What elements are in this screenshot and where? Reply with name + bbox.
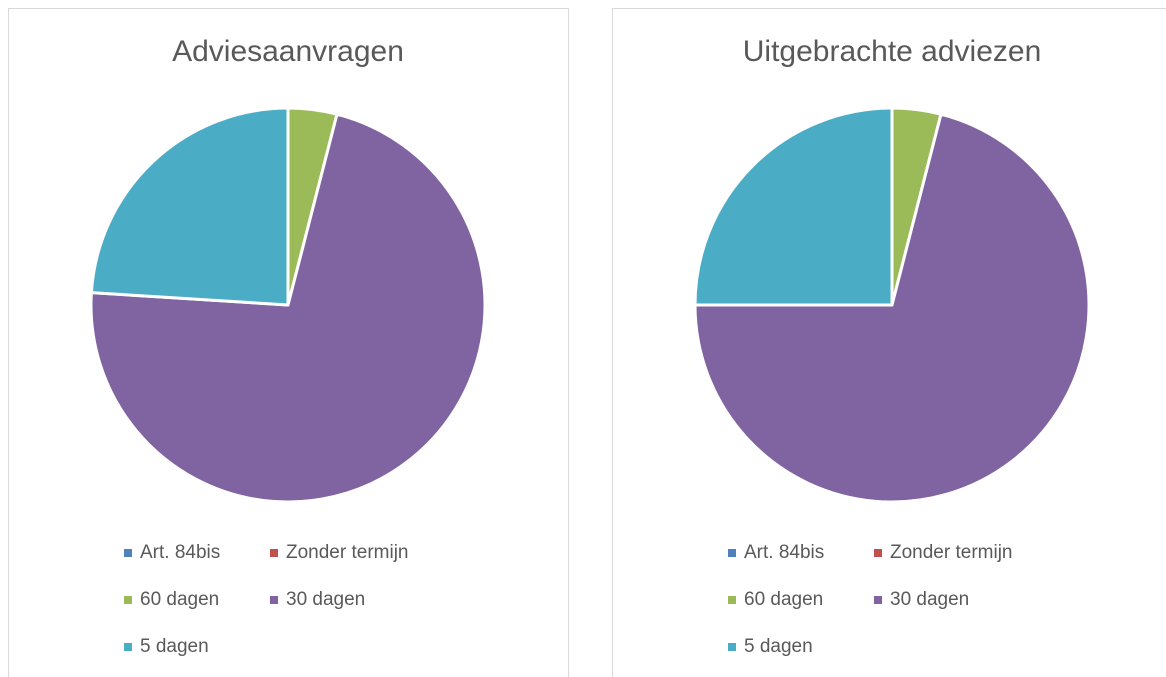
legend-swatch — [124, 596, 132, 604]
chart-title: Uitgebrachte adviezen — [743, 35, 1042, 68]
legend-label: 5 dagen — [140, 636, 209, 657]
legend-label: Zonder termijn — [286, 542, 409, 563]
pie-slice — [89, 106, 290, 307]
legend-swatch — [270, 549, 278, 557]
legend-swatch — [874, 549, 882, 557]
legend-swatch — [124, 643, 132, 651]
pie-slice — [693, 106, 894, 307]
legend-label: Art. 84bis — [140, 542, 220, 563]
pie-slice — [693, 112, 1091, 504]
legend-swatch — [874, 596, 882, 604]
legend-label: 60 dagen — [744, 589, 823, 610]
legend-swatch — [728, 596, 736, 604]
legend-swatch — [124, 549, 132, 557]
legend-swatch — [728, 643, 736, 651]
legend-label: 30 dagen — [890, 589, 969, 610]
legend-label: 30 dagen — [286, 589, 365, 610]
legend-label: Art. 84bis — [744, 542, 824, 563]
legend-swatch — [728, 549, 736, 557]
legend-label: 60 dagen — [140, 589, 219, 610]
chart-title: Adviesaanvragen — [172, 35, 404, 68]
legend-label: 5 dagen — [744, 636, 813, 657]
legend-swatch — [270, 596, 278, 604]
pie-slice — [89, 112, 487, 504]
legend-label: Zonder termijn — [890, 542, 1013, 563]
